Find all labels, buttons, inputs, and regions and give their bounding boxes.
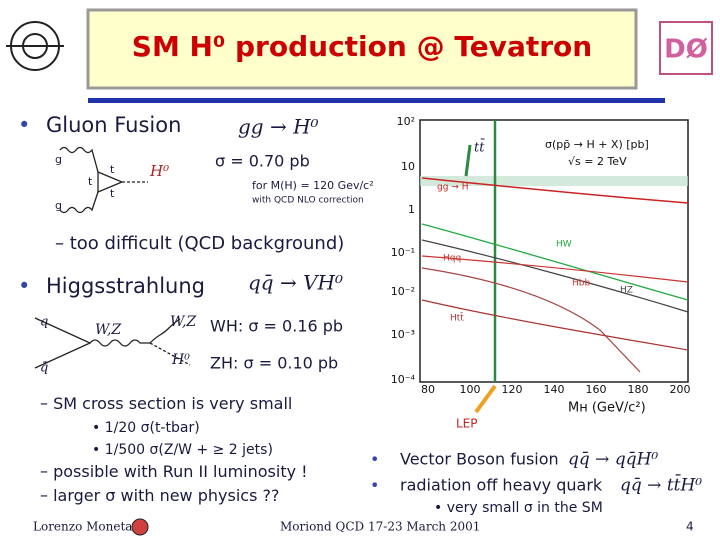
curve bbox=[421, 267, 641, 373]
plot-subtitle: √s = 2 TeV bbox=[568, 155, 627, 168]
band bbox=[420, 176, 688, 186]
remark: – too difficult (QCD background) bbox=[55, 233, 344, 254]
pointer bbox=[464, 144, 472, 177]
diagram-label: W,Z bbox=[95, 322, 121, 338]
note-text: SM cross section is very small bbox=[53, 394, 292, 413]
x-tick-label: 200 bbox=[670, 383, 691, 396]
cross-section: σ = 0.70 pb bbox=[215, 152, 310, 171]
formula: qq̄ → VH⁰ bbox=[248, 271, 343, 295]
diagram-label: q bbox=[40, 315, 48, 330]
bullet: • bbox=[18, 274, 30, 298]
note-text: very small σ in the SM bbox=[447, 500, 603, 516]
note: – larger σ with new physics ?? bbox=[40, 486, 279, 505]
bullet: • bbox=[370, 476, 379, 495]
plot-title: σ(pp̄ → H + X) [pb] bbox=[545, 138, 649, 151]
title-box bbox=[86, 8, 638, 90]
formula: qq̄ → qq̄H⁰ bbox=[568, 450, 658, 470]
lep-arrow bbox=[474, 384, 497, 414]
author: Lorenzo Moneta bbox=[33, 520, 132, 534]
note: – SM cross section is very small bbox=[40, 394, 292, 413]
diagram-label: g bbox=[55, 153, 62, 166]
bullet: • bbox=[370, 450, 379, 469]
title: SM H⁰ production @ Tevatron bbox=[132, 30, 592, 63]
formula: gg → H⁰ bbox=[238, 115, 319, 139]
process: Vector Boson fusion bbox=[400, 450, 559, 469]
diagram-label: W,Z bbox=[170, 314, 196, 330]
x-tick-label: 120 bbox=[502, 383, 523, 396]
diagram-label: t bbox=[88, 175, 93, 188]
feynman-diagram bbox=[59, 146, 148, 214]
curve bbox=[421, 255, 689, 283]
page-number: 4 bbox=[686, 520, 694, 534]
event: Moriond QCD 17-23 March 2001 bbox=[280, 520, 480, 534]
curve-label: HZ bbox=[620, 286, 633, 296]
y-tick-label: 1 bbox=[408, 203, 415, 216]
x-tick-label: 160 bbox=[586, 383, 607, 396]
heading: Gluon Fusion bbox=[46, 113, 181, 137]
note: • 1/20 σ(t-tbar) bbox=[92, 420, 200, 436]
curve bbox=[421, 177, 689, 204]
x-axis-title: Mʜ (GeV/c²) bbox=[568, 401, 646, 416]
note: • very small σ in the SM bbox=[434, 500, 603, 516]
curve-label: Htt̄ bbox=[450, 312, 464, 324]
curve bbox=[421, 239, 689, 313]
curve bbox=[421, 223, 689, 301]
diagram-label: H⁰ bbox=[171, 352, 190, 368]
cross-section: WH: σ = 0.16 pb bbox=[210, 317, 343, 336]
heading: Higgsstrahlung bbox=[46, 274, 205, 298]
bullet: • bbox=[18, 113, 30, 137]
note: with QCD NLO correction bbox=[252, 196, 364, 206]
y-tick-label: 10⁻¹ bbox=[391, 246, 415, 259]
y-tick-label: 10 bbox=[401, 160, 415, 173]
lep-label: LEP bbox=[456, 417, 478, 431]
footer-logo bbox=[131, 518, 149, 536]
note-text: larger σ with new physics ?? bbox=[53, 486, 279, 505]
curve-label: Hbb bbox=[572, 279, 590, 289]
note: for M(H) = 120 Gev/c² bbox=[252, 179, 374, 192]
curve-label: Hqq bbox=[443, 254, 461, 264]
note-text: possible with Run II luminosity ! bbox=[53, 462, 307, 481]
divider bbox=[88, 98, 665, 103]
note: • 1/500 σ(Z/W + ≥ 2 jets) bbox=[92, 442, 273, 458]
curve-label: tt̄ bbox=[474, 139, 486, 156]
y-tick-label: 10² bbox=[397, 115, 415, 128]
left-logo bbox=[6, 21, 64, 71]
y-tick-label: 10⁻² bbox=[391, 285, 415, 298]
y-tick-label: 10⁻⁴ bbox=[391, 373, 416, 386]
plot: σ(pp̄ → H + X) [pb] √s = 2 TeV 10² 10 1 … bbox=[391, 115, 691, 431]
diagram-label: t bbox=[110, 187, 115, 200]
note: – possible with Run II luminosity ! bbox=[40, 462, 308, 481]
y-tick-label: 10⁻³ bbox=[391, 328, 415, 341]
svg-text:DØ: DØ bbox=[664, 35, 708, 65]
x-tick-label: 180 bbox=[628, 383, 649, 396]
x-tick-label: 100 bbox=[460, 383, 481, 396]
curve-label: HW bbox=[556, 240, 572, 250]
diagram-label: g bbox=[55, 199, 62, 212]
x-tick-label: 140 bbox=[544, 383, 565, 396]
x-tick-label: 80 bbox=[421, 383, 435, 396]
feynman-diagram bbox=[34, 317, 191, 369]
curve-label: gg → H bbox=[437, 183, 468, 193]
right-logo: DØ bbox=[659, 21, 713, 75]
diagram-label: t bbox=[110, 163, 115, 176]
note-text: 1/20 σ(t-tbar) bbox=[105, 420, 200, 436]
remark-text: too difficult (QCD background) bbox=[70, 233, 345, 254]
cross-section: ZH: σ = 0.10 pb bbox=[210, 354, 338, 373]
curve bbox=[421, 299, 689, 351]
diagram-label: q̄ bbox=[40, 361, 48, 376]
note-text: 1/500 σ(Z/W + ≥ 2 jets) bbox=[105, 442, 273, 458]
process: radiation off heavy quark bbox=[400, 476, 603, 495]
diagram-label: H⁰ bbox=[149, 162, 169, 180]
plot-frame bbox=[419, 119, 689, 383]
formula: qq̄ → tt̄H⁰ bbox=[620, 473, 702, 496]
